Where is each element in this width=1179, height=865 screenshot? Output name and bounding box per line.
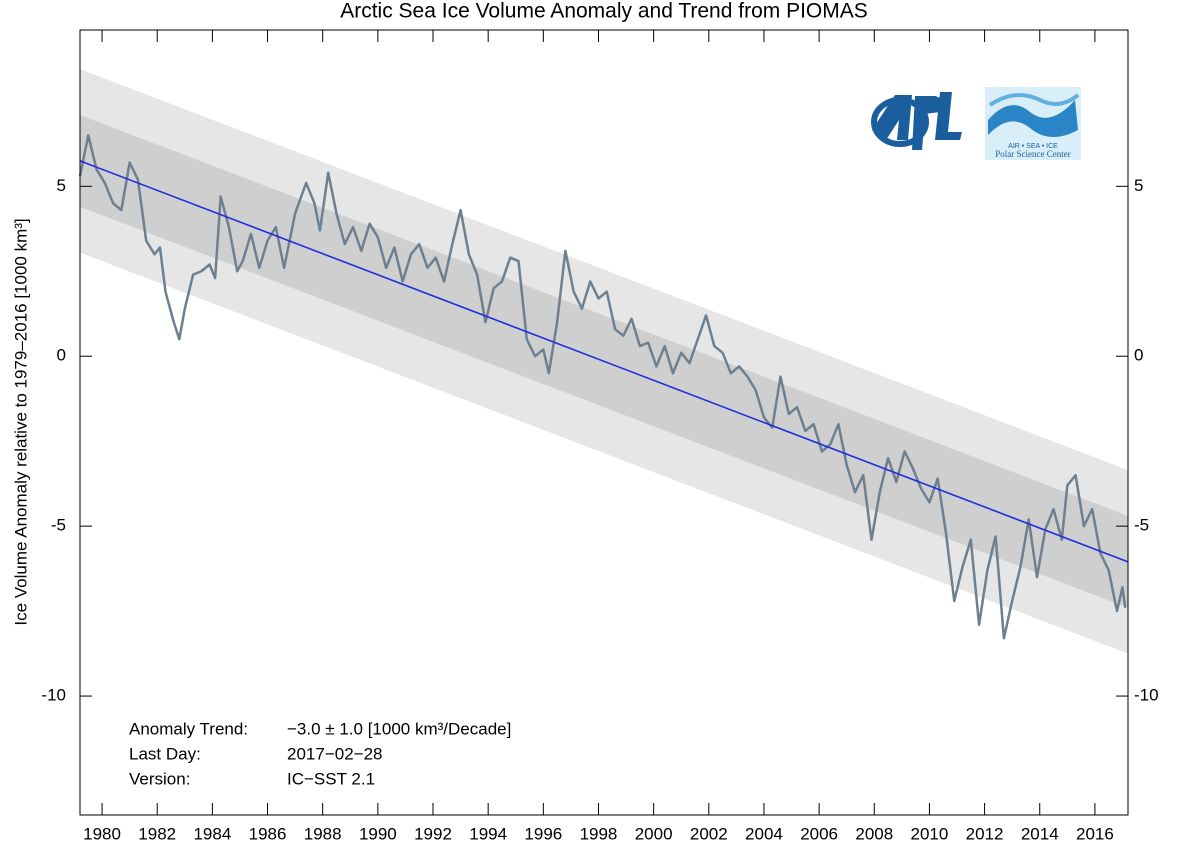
x-tick-label: 1980 bbox=[83, 824, 121, 843]
chart-title: Arctic Sea Ice Volume Anomaly and Trend … bbox=[340, 0, 868, 23]
y-tick-label: -5 bbox=[51, 516, 66, 535]
x-tick-label: 1988 bbox=[304, 824, 342, 843]
x-tick-label: 2000 bbox=[635, 824, 673, 843]
annotation: Anomaly Trend: bbox=[129, 719, 248, 738]
x-tick-label: 1986 bbox=[249, 824, 287, 843]
annotation: Version: bbox=[129, 769, 190, 788]
y-tick-label: 5 bbox=[57, 176, 66, 195]
x-tick-label: 2002 bbox=[690, 824, 728, 843]
annotation: Last Day: bbox=[129, 744, 201, 763]
plot-frame bbox=[79, 29, 1129, 816]
x-tick-label: 2014 bbox=[1021, 824, 1059, 843]
series-line bbox=[78, 134, 1127, 640]
apl-logo bbox=[871, 92, 962, 150]
x-tick-label: 1996 bbox=[524, 824, 562, 843]
x-tick-label: 2008 bbox=[855, 824, 893, 843]
y-tick-label: 0 bbox=[1134, 346, 1143, 365]
y-tick-label: -10 bbox=[41, 686, 66, 705]
x-tick-label: 1994 bbox=[469, 824, 507, 843]
x-tick-label: 1998 bbox=[580, 824, 618, 843]
x-tick-label: 1992 bbox=[414, 824, 452, 843]
annotation: IC−SST 2.1 bbox=[287, 769, 375, 788]
series-line bbox=[79, 160, 1129, 563]
y-axis-label: Ice Volume Anomaly relative to 1979–2016… bbox=[11, 218, 30, 625]
y-tick-label: 5 bbox=[1134, 176, 1143, 195]
x-tick-label: 1990 bbox=[359, 824, 397, 843]
x-tick-label: 2004 bbox=[745, 824, 783, 843]
logo-text: Polar Science Center bbox=[995, 149, 1070, 159]
logo-text: AIR • SEA • ICE bbox=[1008, 143, 1058, 150]
x-tick-label: 2010 bbox=[911, 824, 949, 843]
x-tick-label: 2016 bbox=[1076, 824, 1114, 843]
x-tick-label: 2006 bbox=[800, 824, 838, 843]
x-tick-label: 1982 bbox=[138, 824, 176, 843]
x-tick-label: 1984 bbox=[193, 824, 231, 843]
y-tick-label: -10 bbox=[1134, 686, 1159, 705]
plot-area bbox=[78, 69, 1129, 654]
annotation: 2017−02−28 bbox=[287, 744, 383, 763]
annotation: −3.0 ± 1.0 [1000 km³/Decade] bbox=[287, 719, 511, 738]
y-tick-label: 0 bbox=[57, 346, 66, 365]
psc-logo bbox=[985, 87, 1081, 160]
y-tick-label: -5 bbox=[1134, 516, 1149, 535]
x-tick-label: 2012 bbox=[966, 824, 1004, 843]
